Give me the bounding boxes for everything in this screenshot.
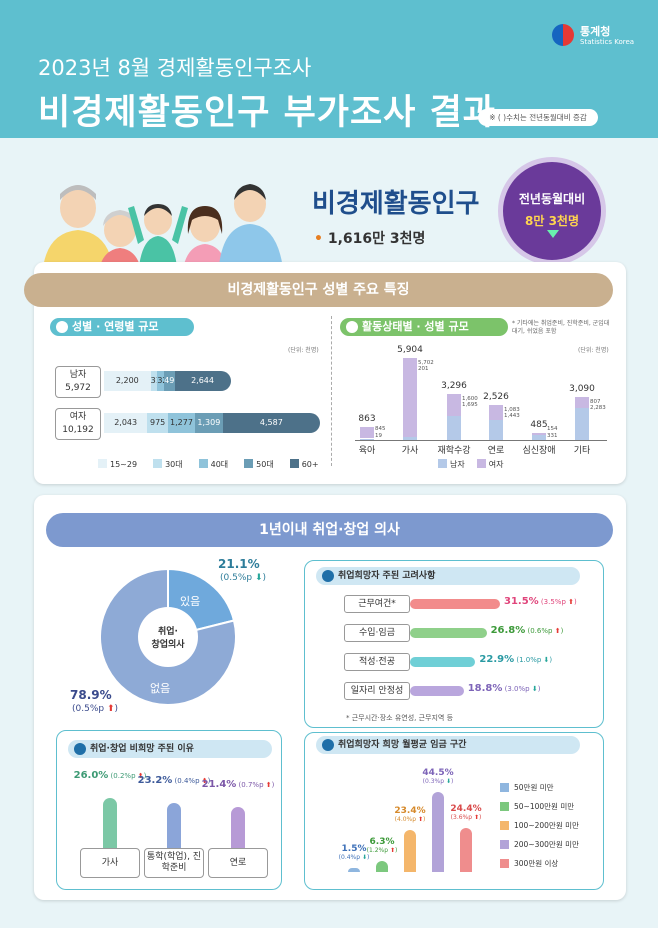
age-segment: 975 xyxy=(147,413,168,433)
gender-legend: 남자 여자 xyxy=(438,459,503,470)
age-segment: 2,644 xyxy=(174,371,231,391)
age-legend-item: 15~29 xyxy=(98,459,137,470)
nonactive-population-value: 1,616만 3천명 xyxy=(314,228,426,248)
male-age-bar: 2,2003183214902,644 xyxy=(104,371,304,391)
age-segment: 1,277 xyxy=(167,413,196,433)
yes-change: (0.5%p ⬇) xyxy=(220,573,267,583)
male-swatch xyxy=(438,459,447,468)
legend-male-text: 남자 xyxy=(450,460,465,469)
no-percent: 78.9% xyxy=(70,688,112,702)
down-arrow-icon xyxy=(547,230,559,238)
age-legend-item: 30대 xyxy=(153,459,183,470)
change-note-badge: ※ ( )수치는 전년동월대비 증감 xyxy=(478,109,598,126)
age-legend-text: 60+ xyxy=(301,460,319,469)
down-arrow-icon: ⬇ xyxy=(254,573,263,583)
gender-age-size-heading: 성별 · 연령별 규모 xyxy=(50,318,194,336)
statistics-korea-logo: 통계청 Statistics Korea xyxy=(552,22,642,50)
female-age-bar: 2,043 975 1,277 1,309 4,587 xyxy=(104,413,320,433)
yes-percent: 21.1% xyxy=(218,557,260,571)
female-label: 여자 xyxy=(69,412,87,422)
legend-male: 남자 xyxy=(438,459,465,470)
donut-center-line2: 창업의사 xyxy=(151,640,185,650)
section2-banner: 1년이내 취업·창업 의사 xyxy=(46,513,613,547)
legend-female-text: 여자 xyxy=(488,460,504,469)
age-swatch xyxy=(153,459,163,468)
unit-label-right: (단위: 천명) xyxy=(578,347,609,354)
nonactive-population-label: 비경제활동인구 xyxy=(312,189,480,219)
age-legend-text: 50대 xyxy=(256,460,274,469)
age-legend-text: 40대 xyxy=(210,460,229,469)
section1-banner: 비경제활동인구 성별 주요 특징 xyxy=(24,273,613,307)
yoy-change-value: 8만 3천명 xyxy=(525,214,579,228)
considerations-footnote: * 근무시간·장소 유연성, 근무지역 등 xyxy=(346,714,454,722)
age-legend-item: 50대 xyxy=(244,459,274,470)
wage-box xyxy=(304,732,604,890)
taegeuk-logo-icon xyxy=(552,24,574,46)
age-segment: 1,309 xyxy=(195,413,223,433)
considerations-heading: 취업희망자 주된 고려사항 xyxy=(316,567,580,585)
male-label: 남자 xyxy=(69,370,87,380)
up-arrow-icon: ⬆ xyxy=(106,704,115,714)
male-row-label: 남자 5,972 xyxy=(55,366,101,398)
logo-subtitle: Statistics Korea xyxy=(580,38,635,46)
age-segment: 318 xyxy=(150,371,158,391)
age-segment: 2,200 xyxy=(104,371,151,391)
age-segment: 321 xyxy=(157,371,165,391)
male-total: 5,972 xyxy=(65,383,91,393)
age-segment: 2,043 xyxy=(104,413,148,433)
yoy-change-badge: 전년동월대비 8만 3천명 xyxy=(498,157,606,265)
reasons-heading: 취업·창업 비희망 주된 이유 xyxy=(68,740,272,758)
female-row-label: 여자 10,192 xyxy=(55,408,101,440)
intention-donut-chart xyxy=(99,567,237,706)
unit-label-left: (단위: 천명) xyxy=(288,347,319,354)
no-change: (0.5%p ⬆) xyxy=(72,704,119,714)
yes-change-text: (0.5%p xyxy=(220,573,253,583)
age-legend: 15~29 30대 40대 50대 60+ xyxy=(98,459,328,470)
yoy-change-label: 전년동월대비 xyxy=(518,192,586,206)
age-legend-item: 40대 xyxy=(198,459,229,470)
wage-heading: 취업희망자 희망 월평균 임금 구간 xyxy=(316,736,580,754)
age-swatch xyxy=(244,459,254,468)
age-swatch xyxy=(198,459,208,468)
no-change-text: (0.5%p xyxy=(72,704,105,714)
donut-center-line1: 취업· xyxy=(158,627,178,637)
female-swatch xyxy=(476,459,486,468)
age-legend-text: 30대 xyxy=(165,460,183,469)
yes-slice-label: 있음 xyxy=(180,595,201,608)
panel-divider xyxy=(331,316,332,466)
considerations-box xyxy=(304,560,604,728)
age-swatch xyxy=(98,459,107,468)
chart-baseline xyxy=(355,440,607,441)
report-title: 비경제활동인구 부가조사 결과 xyxy=(38,93,496,133)
activity-gender-size-heading: 활동상태별 · 성별 규모 xyxy=(340,318,508,336)
age-segment: 4,587 xyxy=(222,413,320,433)
no-slice-label: 없음 xyxy=(150,682,171,695)
age-legend-text: 15~29 xyxy=(110,460,138,469)
legend-female: 여자 xyxy=(476,459,504,470)
age-legend-item: 60+ xyxy=(289,459,319,470)
logo-name: 통계청 xyxy=(580,25,611,38)
donut-hole xyxy=(138,607,198,667)
report-subtitle: 2023년 8월 경제활동인구조사 xyxy=(38,56,312,80)
other-category-note: * 기타에는 취업준비, 진학준비, 군입대대기, 쉬었음 포함 xyxy=(512,320,610,335)
age-segment: 490 xyxy=(164,371,175,391)
female-total: 10,192 xyxy=(62,425,94,435)
age-swatch xyxy=(289,459,299,468)
